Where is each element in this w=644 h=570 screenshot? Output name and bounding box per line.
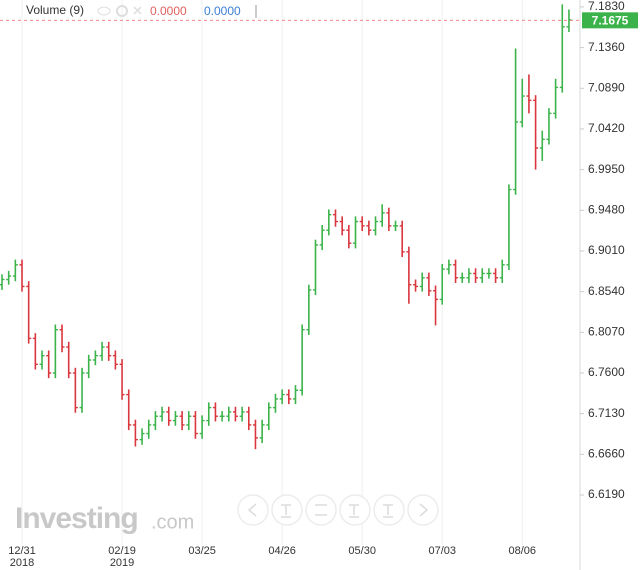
indicator-value-b: 0.0000	[204, 4, 241, 18]
x-tick-label: 04/26	[268, 545, 296, 557]
x-tick-label: 03/25	[188, 545, 216, 557]
y-tick-label: 6.6190	[588, 487, 625, 501]
y-tick-label: 6.9950	[588, 162, 625, 176]
x-tick-label: 05/30	[348, 545, 376, 557]
icon	[419, 503, 429, 517]
y-tick-label: 7.1360	[588, 40, 625, 54]
icon	[349, 504, 359, 518]
eye-icon[interactable]	[97, 6, 111, 16]
last-price-box	[582, 12, 638, 29]
y-tick-label: 7.1830	[588, 0, 625, 13]
settings-icon[interactable]	[116, 5, 128, 17]
watermark-suffix: .com	[151, 511, 194, 533]
indicator-value-a: 0.0000	[150, 4, 187, 18]
last-price-label: 7.1675	[592, 14, 629, 28]
y-tick-label: 6.9010	[588, 243, 625, 257]
indicator-name[interactable]: Volume (9)	[26, 3, 84, 17]
icon	[315, 504, 327, 516]
y-tick-label: 6.7130	[588, 406, 625, 420]
zoom-reset-button[interactable]	[339, 494, 371, 526]
x-tick-label: 07/03	[428, 545, 456, 557]
x-tick-label: 08/06	[508, 545, 536, 557]
zoom-out-button[interactable]	[271, 494, 303, 526]
y-tick-label: 6.7600	[588, 365, 625, 379]
close-icon[interactable]	[133, 6, 142, 15]
indicator-icons[interactable]	[97, 5, 142, 17]
reset-button[interactable]	[373, 494, 405, 526]
y-tick-label: 7.0890	[588, 80, 625, 94]
watermark: Investing	[15, 502, 138, 535]
navigation-buttons[interactable]	[237, 494, 439, 526]
y-tick-label: 6.8540	[588, 284, 625, 298]
y-tick-label: 6.9480	[588, 202, 625, 216]
x-tick-year: 2018	[10, 557, 34, 569]
x-tick-year: 2019	[110, 557, 134, 569]
y-tick-label: 7.0420	[588, 121, 625, 135]
price-bars	[0, 4, 572, 450]
icon	[383, 504, 393, 518]
icon	[281, 504, 291, 518]
x-tick-label: 12/31	[8, 545, 36, 557]
y-tick-label: 6.6660	[588, 446, 625, 460]
grid	[21, 0, 523, 545]
icon	[247, 503, 257, 517]
y-tick-label: 6.8070	[588, 324, 625, 338]
scroll-right-button[interactable]	[407, 494, 439, 526]
scroll-left-button[interactable]	[237, 494, 269, 526]
zoom-in-button[interactable]	[305, 494, 337, 526]
x-tick-label: 02/19	[108, 545, 136, 557]
